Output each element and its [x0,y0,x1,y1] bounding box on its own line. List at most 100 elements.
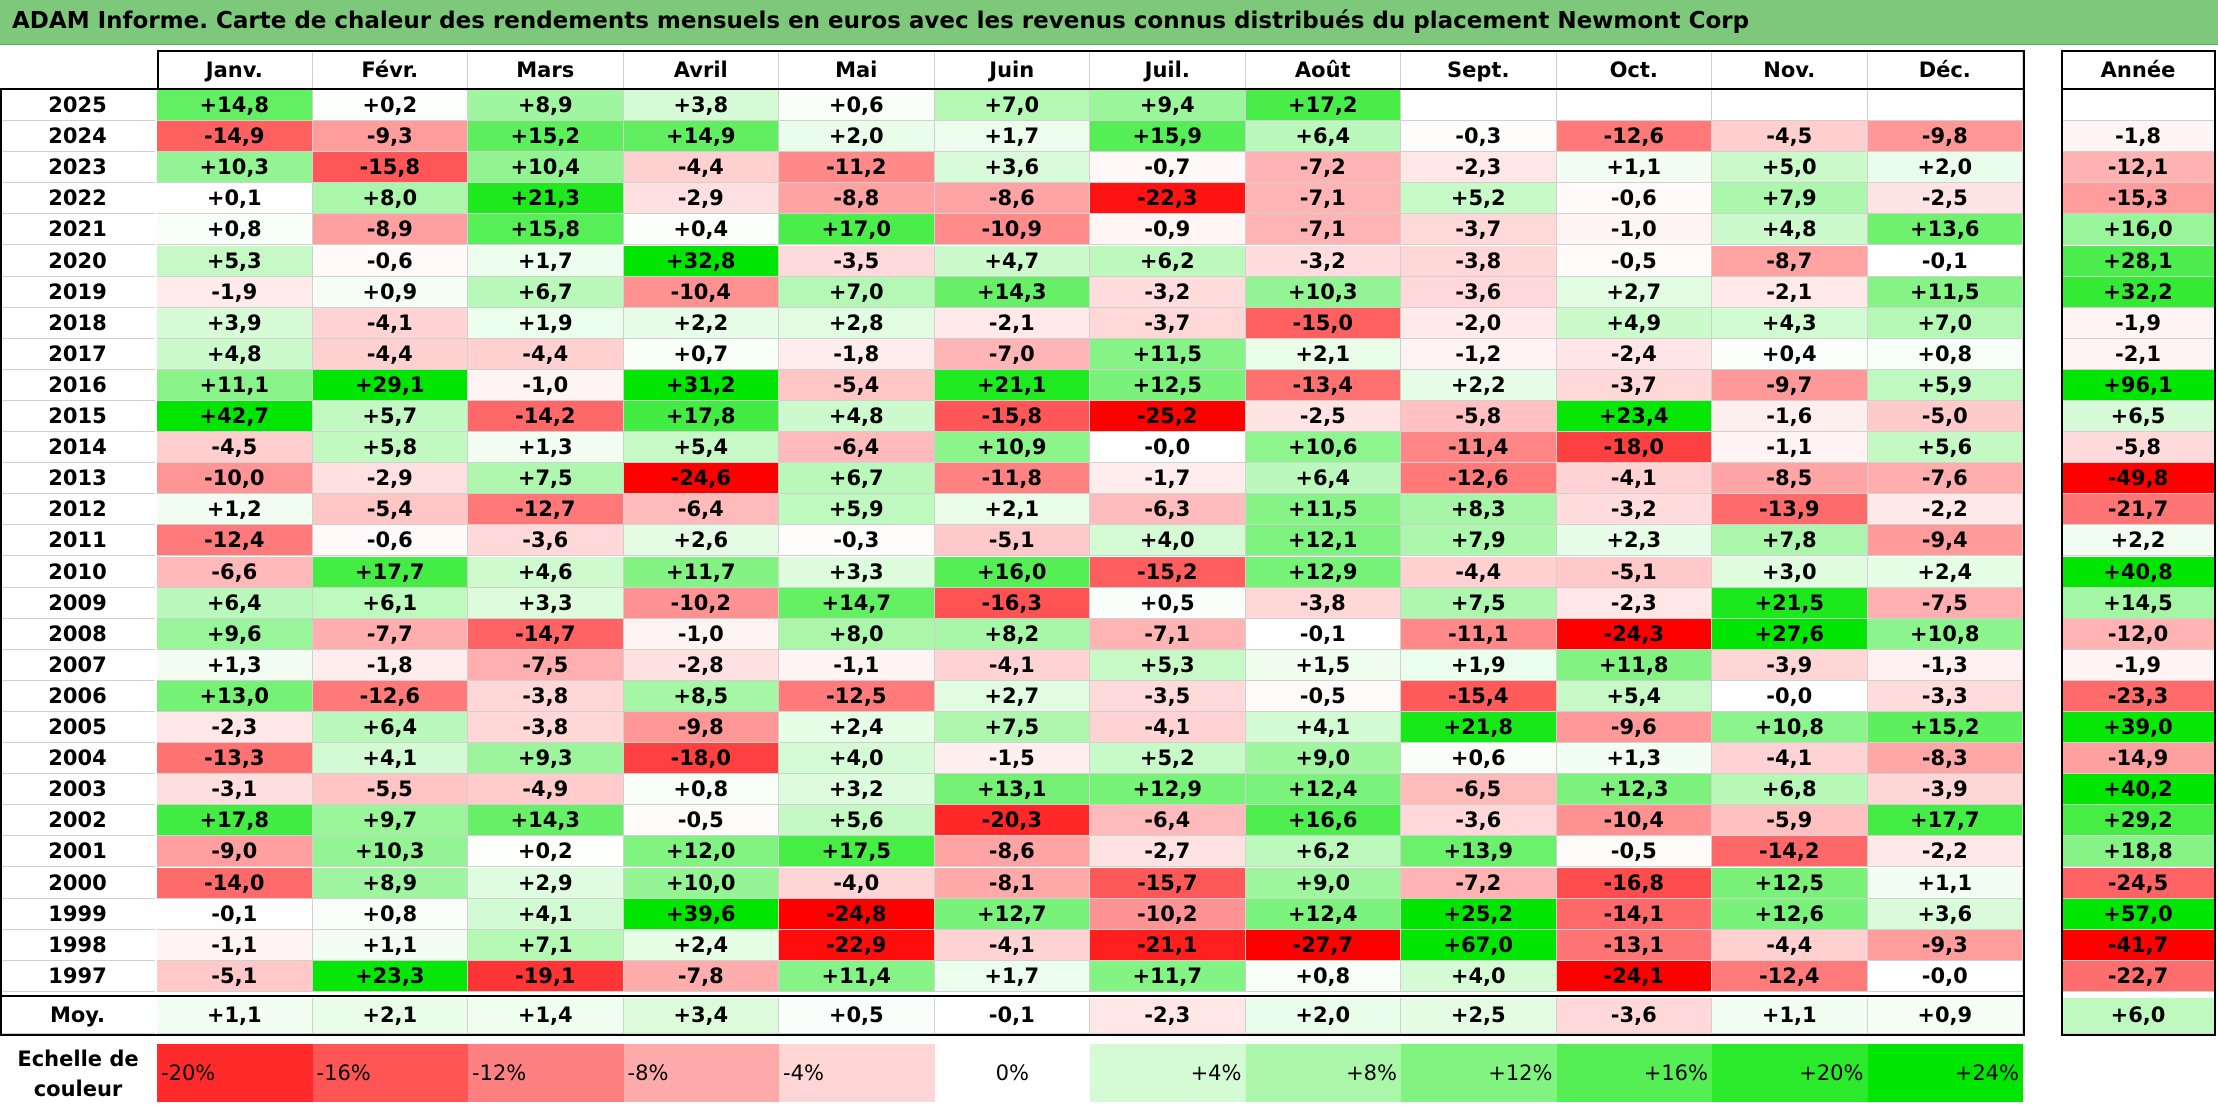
heatmap-cell: -0,5 [623,805,779,837]
heatmap-cell: -9,7 [1712,369,1868,401]
annual-cell: +16,0 [2061,214,2216,246]
heatmap-cell: -3,2 [1245,245,1401,277]
heatmap-cell: -3,6 [1401,276,1557,308]
color-scale-step: -4% [779,1044,935,1102]
heatmap-cell: +2,0 [779,121,935,153]
heatmap-cell: -0,0 [1712,680,1868,712]
year-label: 2003 [0,774,155,806]
year-label: 2024 [0,121,155,153]
heatmap-cell: +4,9 [1556,307,1712,339]
heatmap-cell: -14,9 [157,121,313,153]
year-label: 2016 [0,369,155,401]
heatmap-cell: +7,5 [468,463,624,495]
column-header: Août [1245,52,1401,89]
heatmap-cell: -3,1 [157,774,313,806]
annual-cell: +6,5 [2061,401,2216,433]
column-header: Mars [468,52,624,89]
heatmap-cell: +17,2 [1245,90,1401,122]
heatmap-cell: -8,8 [779,183,935,215]
heatmap-cell: +3,0 [1712,556,1868,588]
heatmap-cell: -10,2 [623,587,779,619]
heatmap-cell: -3,6 [468,525,624,557]
heatmap-cell: +11,1 [157,369,313,401]
average-cell: -3,6 [1556,997,1712,1034]
heatmap-cell: -4,1 [1090,712,1246,744]
heatmap-cell: -3,5 [779,245,935,277]
heatmap-cell: -7,6 [1867,463,2023,495]
year-label: 2023 [0,152,155,184]
heatmap-cell: -4,4 [468,338,624,370]
heatmap-cell: +2,9 [468,867,624,899]
heatmap-cell: +8,9 [312,867,468,899]
heatmap-cell: +1,2 [157,494,313,526]
heatmap-cell: -3,8 [468,712,624,744]
heatmap-cell: -9,4 [1867,525,2023,557]
heatmap-cell: +2,1 [934,494,1090,526]
heatmap-cell: -8,6 [934,183,1090,215]
heatmap-cell: -8,7 [1712,245,1868,277]
column-header: Janv. [157,52,313,89]
heatmap-cell: -3,8 [468,680,624,712]
heatmap-cell: +12,5 [1712,867,1868,899]
heatmap-cell: +4,8 [1712,214,1868,246]
heatmap-cell [1712,90,1868,122]
color-scale-label: Echelle de couleur [17,1047,139,1101]
heatmap-cell: -15,2 [1090,556,1246,588]
average-cell: +2,5 [1401,997,1557,1034]
heatmap-cell: -4,4 [1712,929,1868,961]
heatmap-cell: +10,3 [312,836,468,868]
heatmap-cell: -3,9 [1867,774,2023,806]
heatmap-cell: -0,3 [779,525,935,557]
annual-cell: -24,5 [2061,867,2216,899]
annual-cell: +57,0 [2061,898,2216,930]
heatmap-cell: +8,0 [312,183,468,215]
heatmap-cell: +12,5 [1090,369,1246,401]
heatmap-cell: +2,1 [1245,338,1401,370]
heatmap-cell: +7,0 [1867,307,2023,339]
heatmap-cell: -7,8 [623,960,779,992]
heatmap-cell: +0,8 [623,774,779,806]
heatmap-cell: -13,4 [1245,369,1401,401]
heatmap-cell: +4,0 [1090,525,1246,557]
heatmap-cell: +8,2 [934,618,1090,650]
heatmap-cell: +0,9 [312,276,468,308]
heatmap-cell: +0,8 [312,898,468,930]
heatmap-cell: -5,1 [934,525,1090,557]
heatmap-cell: +31,2 [623,369,779,401]
heatmap-cell: +21,8 [1401,712,1557,744]
heatmap-cell: +7,9 [1712,183,1868,215]
heatmap-cell: -1,0 [1556,214,1712,246]
heatmap-cell: -4,5 [157,432,313,464]
heatmap-cell: -15,8 [934,401,1090,433]
heatmap-cell: +1,7 [468,245,624,277]
annual-cell: -21,7 [2061,494,2216,526]
heatmap-cell: -10,9 [934,214,1090,246]
heatmap-cell: +6,7 [468,276,624,308]
heatmap-cell: +12,4 [1245,898,1401,930]
color-scale-step: -8% [623,1044,779,1102]
heatmap-cell: +16,0 [934,556,1090,588]
heatmap-cell: +11,5 [1090,338,1246,370]
heatmap-cell: +5,2 [1090,743,1246,775]
heatmap-cell: -18,0 [623,743,779,775]
heatmap-cell: +6,4 [157,587,313,619]
color-scale-step: +16% [1556,1044,1712,1102]
heatmap-cell: -10,0 [157,463,313,495]
year-label: 2012 [0,494,155,526]
heatmap-cell: +9,0 [1245,867,1401,899]
heatmap-cell: -9,6 [1556,712,1712,744]
annual-cell: +32,2 [2061,276,2216,308]
heatmap-cell: +5,2 [1401,183,1557,215]
heatmap-cell: -2,5 [1245,401,1401,433]
heatmap-cell: -11,1 [1401,618,1557,650]
average-cell: +2,0 [1245,997,1401,1034]
heatmap-cell: -4,1 [934,929,1090,961]
heatmap-cell: -16,3 [934,587,1090,619]
heatmap-cell: +1,9 [468,307,624,339]
annual-cell: -12,1 [2061,152,2216,184]
heatmap-cell: -0,3 [1401,121,1557,153]
heatmap-cell: -9,8 [623,712,779,744]
heatmap-cell: -7,7 [312,618,468,650]
heatmap-cell: -3,3 [1867,680,2023,712]
